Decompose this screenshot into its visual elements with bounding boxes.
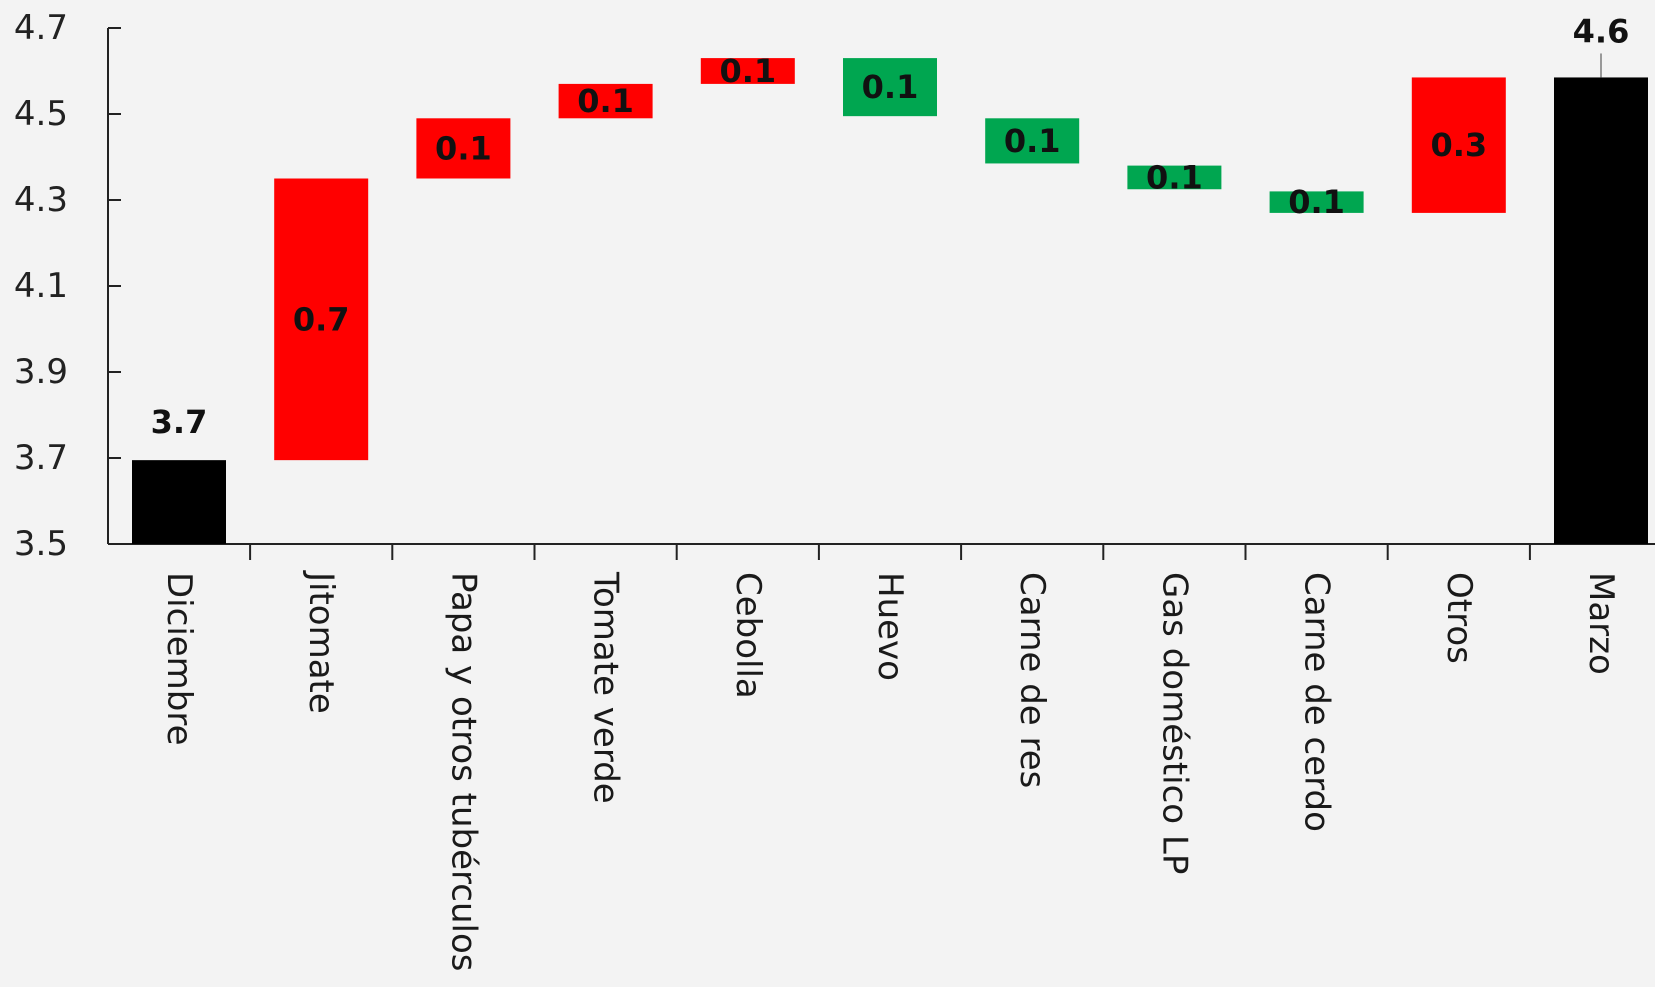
x-category-label: Diciembre — [159, 572, 199, 746]
data-label: 3.7 — [151, 403, 208, 441]
data-label: 4.6 — [1573, 12, 1630, 50]
increase-bar — [700, 58, 795, 84]
y-tick-label: 3.9 — [14, 352, 68, 392]
data-labels-group: 3.7 0.7 0.1 0.1 0.1 0.1 0.1 0.1 0.1 0.3 4.6 — [151, 12, 1630, 441]
x-category-label: Tomate verde — [586, 571, 626, 804]
x-category-label: Cebolla — [728, 572, 768, 699]
data-label: 0.1 — [719, 52, 776, 90]
y-tick-label: 4.5 — [14, 94, 68, 134]
data-label: 0.1 — [577, 82, 634, 120]
x-category-label: Carne de res — [1012, 572, 1052, 788]
decrease-bar — [843, 58, 937, 117]
x-category-label: Gas doméstico LP — [1154, 572, 1194, 874]
x-category-label: Papa y otros tubérculos — [443, 572, 483, 971]
decrease-bar — [985, 118, 1080, 164]
increase-bar — [1411, 77, 1506, 213]
decrease-bar — [1269, 191, 1364, 213]
y-axis: 3.5 3.7 3.9 4.1 4.3 4.5 4.7 — [14, 8, 121, 564]
y-tick-label: 3.5 — [14, 524, 68, 564]
y-tick-label: 4.3 — [14, 180, 68, 220]
bars-group — [132, 58, 1648, 544]
data-label: 0.1 — [862, 68, 919, 106]
x-category-label: Otros — [1439, 572, 1479, 664]
x-category-label: Carne de cerdo — [1297, 572, 1337, 832]
data-label: 0.7 — [293, 300, 350, 338]
increase-bar — [416, 118, 511, 179]
total-bar — [1554, 77, 1648, 544]
data-label: 0.1 — [1146, 158, 1203, 196]
decrease-bar — [1127, 165, 1222, 190]
y-tick-label: 3.7 — [14, 438, 68, 478]
x-category-label: Jitomate — [301, 570, 341, 714]
x-category-label: Huevo — [870, 572, 910, 681]
x-axis: Diciembre Jitomate Papa y otros tubérculos… — [108, 543, 1655, 971]
increase-bar — [558, 83, 653, 119]
data-label: 0.3 — [1430, 126, 1487, 164]
y-tick-label: 4.7 — [14, 8, 68, 48]
y-tick-label: 4.1 — [14, 266, 68, 306]
data-label: 0.1 — [435, 129, 492, 167]
increase-bar — [274, 178, 369, 461]
total-bar — [132, 460, 226, 544]
data-label: 0.1 — [1288, 183, 1345, 221]
x-category-label: Marzo — [1581, 572, 1621, 675]
data-label: 0.1 — [1004, 122, 1061, 160]
